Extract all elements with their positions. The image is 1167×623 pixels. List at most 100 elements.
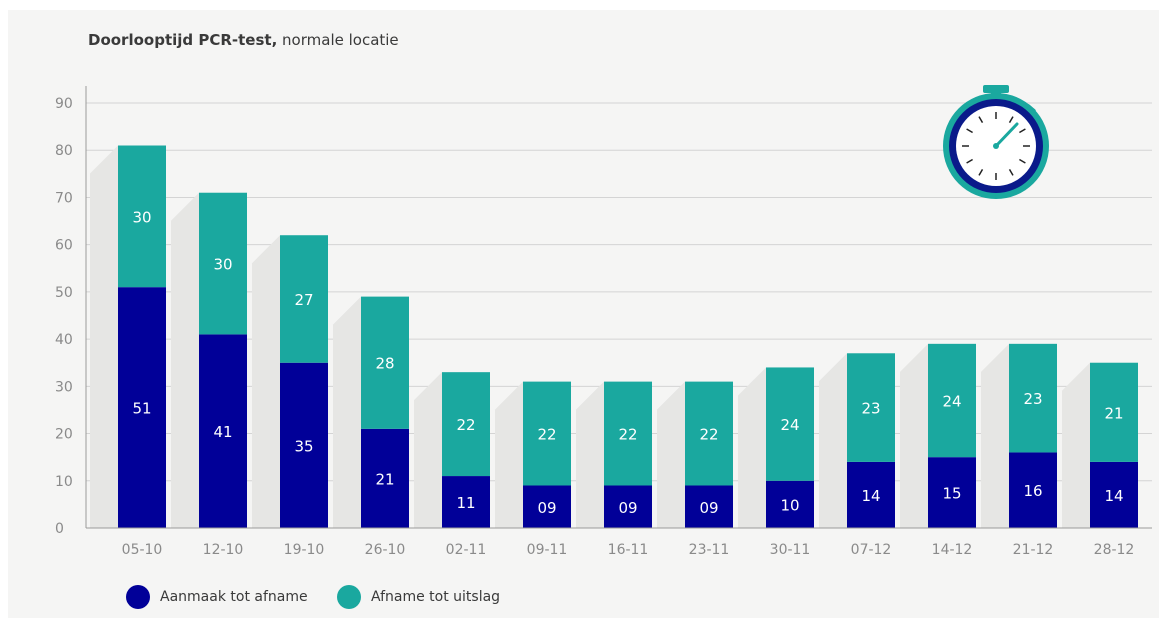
bar-aanmaak bbox=[118, 287, 166, 528]
stopwatch-tick bbox=[1008, 169, 1014, 176]
bar-shadow bbox=[252, 235, 280, 528]
bar-aanmaak bbox=[928, 457, 976, 528]
bar-aanmaak bbox=[847, 461, 895, 528]
y-tick-label: 80 bbox=[55, 143, 73, 159]
bar-shadow bbox=[171, 192, 199, 528]
chart-title: Doorlooptijd PCR-test, normale locatie bbox=[88, 31, 399, 49]
x-tick-label: 12-10 bbox=[203, 542, 244, 558]
bar-afname bbox=[280, 235, 328, 363]
y-tick-label: 0 bbox=[55, 521, 64, 537]
bar-shadow bbox=[657, 381, 685, 528]
bar-aanmaak bbox=[280, 362, 328, 528]
legend-swatch bbox=[126, 585, 150, 609]
legend-label: Aanmaak tot afname bbox=[160, 589, 308, 605]
stopwatch-tick bbox=[1019, 128, 1026, 134]
y-tick-label: 70 bbox=[55, 190, 73, 206]
legend-label: Afname tot uitslag bbox=[371, 589, 501, 605]
data-label-afname: 23 bbox=[861, 400, 880, 418]
x-tick-label: 07-12 bbox=[851, 542, 892, 558]
stopwatch-tick bbox=[978, 116, 984, 123]
data-label-afname: 28 bbox=[375, 355, 394, 373]
data-label-aanmaak: 35 bbox=[294, 437, 313, 455]
data-label-afname: 24 bbox=[780, 416, 799, 434]
y-tick-label: 50 bbox=[55, 285, 73, 301]
value-labels: 51 30 41 30 35 27 21 28 11 22 09 22 09 22 09 22 10 24 14 23… bbox=[132, 208, 1123, 516]
data-label-afname: 24 bbox=[942, 393, 961, 411]
y-tick-label: 90 bbox=[55, 96, 73, 112]
bar-afname bbox=[1009, 343, 1057, 453]
stopwatch-tick bbox=[1019, 158, 1026, 164]
data-label-afname: 22 bbox=[537, 426, 556, 444]
x-tick-label: 28-12 bbox=[1094, 542, 1135, 558]
data-label-afname: 30 bbox=[213, 256, 232, 274]
bar-shadow bbox=[900, 343, 928, 528]
bar-afname bbox=[928, 343, 976, 458]
x-tick-label: 23-11 bbox=[689, 542, 730, 558]
bar-shadow bbox=[90, 145, 118, 528]
data-label-aanmaak: 41 bbox=[213, 423, 232, 441]
stopwatch-tick bbox=[1008, 116, 1014, 123]
bar-afname bbox=[442, 372, 490, 477]
stopwatch-tick bbox=[978, 169, 984, 176]
bar-shadow bbox=[819, 353, 847, 528]
data-label-aanmaak: 15 bbox=[942, 485, 961, 503]
data-label-aanmaak: 10 bbox=[780, 496, 799, 514]
legend-item-afname: Afname tot uitslag bbox=[337, 585, 500, 609]
data-label-aanmaak: 14 bbox=[861, 487, 880, 505]
data-label-aanmaak: 21 bbox=[375, 470, 394, 488]
axes: 0 10 20 30 40 50 60 70 80 90 05-10 12-10 19-10 26-10 0… bbox=[55, 86, 1152, 558]
stopwatch-tick bbox=[966, 158, 973, 164]
bar-shadows bbox=[90, 145, 1090, 528]
data-label-aanmaak: 51 bbox=[132, 400, 151, 418]
data-label-afname: 21 bbox=[1104, 404, 1123, 422]
data-label-afname: 22 bbox=[456, 416, 475, 434]
x-tick-label: 16-11 bbox=[608, 542, 649, 558]
bar-shadow bbox=[1062, 362, 1090, 528]
data-label-afname: 30 bbox=[132, 208, 151, 226]
bar-aanmaak bbox=[1090, 461, 1138, 528]
x-tick-label: 30-11 bbox=[770, 542, 811, 558]
bar-afname bbox=[361, 296, 409, 429]
data-label-aanmaak: 11 bbox=[456, 494, 475, 512]
chart-title-rest: normale locatie bbox=[277, 31, 399, 49]
bar-aanmaak bbox=[1009, 452, 1057, 528]
data-label-aanmaak: 16 bbox=[1023, 482, 1042, 500]
bar-aanmaak bbox=[766, 480, 814, 528]
data-label-aanmaak: 14 bbox=[1104, 487, 1123, 505]
y-tick-label: 30 bbox=[55, 379, 73, 395]
data-label-afname: 22 bbox=[618, 426, 637, 444]
bar-shadow bbox=[333, 296, 361, 528]
bar-shadow bbox=[495, 381, 523, 528]
legend-item-aanmaak: Aanmaak tot afname bbox=[126, 585, 308, 609]
data-label-aanmaak: 09 bbox=[537, 499, 556, 517]
legend-swatch bbox=[337, 585, 361, 609]
y-tick-label: 40 bbox=[55, 332, 73, 348]
y-tick-label: 10 bbox=[55, 474, 73, 490]
bars bbox=[118, 145, 1138, 528]
bar-afname bbox=[604, 381, 652, 486]
y-tick-label: 20 bbox=[55, 427, 73, 443]
bar-shadow bbox=[576, 381, 604, 528]
bar-aanmaak bbox=[442, 476, 490, 528]
data-label-afname: 22 bbox=[699, 426, 718, 444]
data-label-aanmaak: 09 bbox=[618, 499, 637, 517]
data-label-afname: 27 bbox=[294, 291, 313, 309]
bar-aanmaak bbox=[604, 485, 652, 528]
bar-afname bbox=[847, 353, 895, 462]
bar-afname bbox=[199, 192, 247, 335]
y-tick-label: 60 bbox=[55, 238, 73, 254]
bar-shadow bbox=[414, 372, 442, 528]
stopwatch-tick bbox=[966, 128, 973, 134]
bar-afname bbox=[118, 145, 166, 288]
bar-aanmaak bbox=[361, 428, 409, 528]
x-tick-label: 19-10 bbox=[284, 542, 325, 558]
bar-shadow bbox=[738, 367, 766, 528]
x-tick-label: 26-10 bbox=[365, 542, 406, 558]
bar-aanmaak bbox=[685, 485, 733, 528]
data-label-afname: 23 bbox=[1023, 390, 1042, 408]
data-label-aanmaak: 09 bbox=[699, 499, 718, 517]
bar-aanmaak bbox=[199, 334, 247, 528]
bar-afname bbox=[1090, 362, 1138, 462]
bar-afname bbox=[685, 381, 733, 486]
